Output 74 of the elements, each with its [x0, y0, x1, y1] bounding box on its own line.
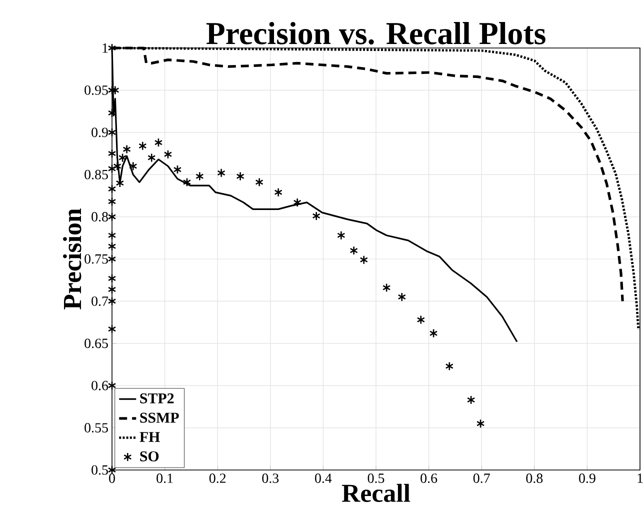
point [113, 162, 122, 171]
point [122, 144, 131, 154]
y-tick-label: 0.7 [92, 296, 108, 306]
point [138, 141, 147, 151]
point [108, 212, 116, 222]
x-tick-label: 0.5 [368, 474, 384, 483]
point [337, 230, 346, 240]
chart-title: Precision vs. Recall Plots [206, 22, 546, 45]
point [108, 196, 116, 206]
point [108, 43, 116, 53]
y-tick-label: 0.8 [92, 212, 108, 222]
x-tick-label: 0.7 [473, 474, 490, 483]
y-tick-label: 0.85 [84, 170, 108, 180]
point [476, 418, 485, 428]
point [108, 230, 116, 240]
point [108, 148, 116, 158]
legend-label: SO [140, 451, 159, 462]
x-tick-label: 1 [638, 474, 643, 483]
point [350, 246, 358, 256]
point [108, 242, 116, 251]
x-tick-label: 0 [109, 474, 115, 483]
legend-label: STP2 [140, 393, 174, 404]
point [445, 362, 454, 371]
y-tick-label: 0.9 [92, 128, 108, 138]
y-tick-label: 0.55 [84, 423, 108, 433]
point [274, 188, 282, 197]
y-tick-label: 1 [102, 43, 108, 53]
point [108, 296, 116, 306]
point [129, 162, 138, 171]
x-tick-label: 0.4 [315, 474, 332, 483]
y-tick-label: 0.95 [84, 85, 108, 95]
x-tick-label: 0.9 [579, 474, 596, 483]
x-axis-title: Recall [342, 484, 410, 502]
point [360, 255, 368, 264]
point [108, 274, 116, 284]
point [293, 198, 302, 208]
y-axis-title: Precision [63, 208, 82, 310]
point [108, 380, 116, 390]
y-tick-label: 0.6 [92, 380, 108, 390]
point [108, 284, 116, 294]
y-tick-label: 0.5 [92, 465, 108, 475]
point [108, 128, 116, 138]
point [108, 108, 116, 118]
point [108, 184, 116, 194]
x-tick-label: 0.6 [420, 474, 438, 483]
point [148, 153, 156, 162]
point [154, 138, 163, 148]
y-tick-label: 0.65 [84, 338, 108, 348]
point [312, 211, 320, 221]
point [108, 254, 116, 264]
legend-label: SSMP [140, 412, 179, 423]
point [255, 178, 264, 187]
point [196, 172, 204, 181]
point [111, 86, 120, 95]
point [398, 292, 406, 302]
point [382, 283, 391, 292]
point [173, 164, 182, 174]
x-tick-label: 0.3 [262, 474, 279, 483]
point [108, 86, 116, 95]
legend-label: FH [140, 432, 160, 442]
x-tick-label: 0.8 [526, 474, 543, 483]
point [182, 178, 192, 187]
point [164, 150, 172, 159]
point [118, 153, 127, 162]
point [466, 395, 476, 405]
point [236, 172, 244, 181]
point [108, 324, 116, 334]
point [416, 315, 425, 324]
x-tick-label: 0.1 [156, 474, 173, 483]
point [108, 164, 116, 174]
point [429, 328, 438, 338]
x-tick-label: 0.2 [209, 474, 226, 483]
point [217, 168, 226, 178]
y-tick-label: 0.75 [84, 254, 108, 264]
